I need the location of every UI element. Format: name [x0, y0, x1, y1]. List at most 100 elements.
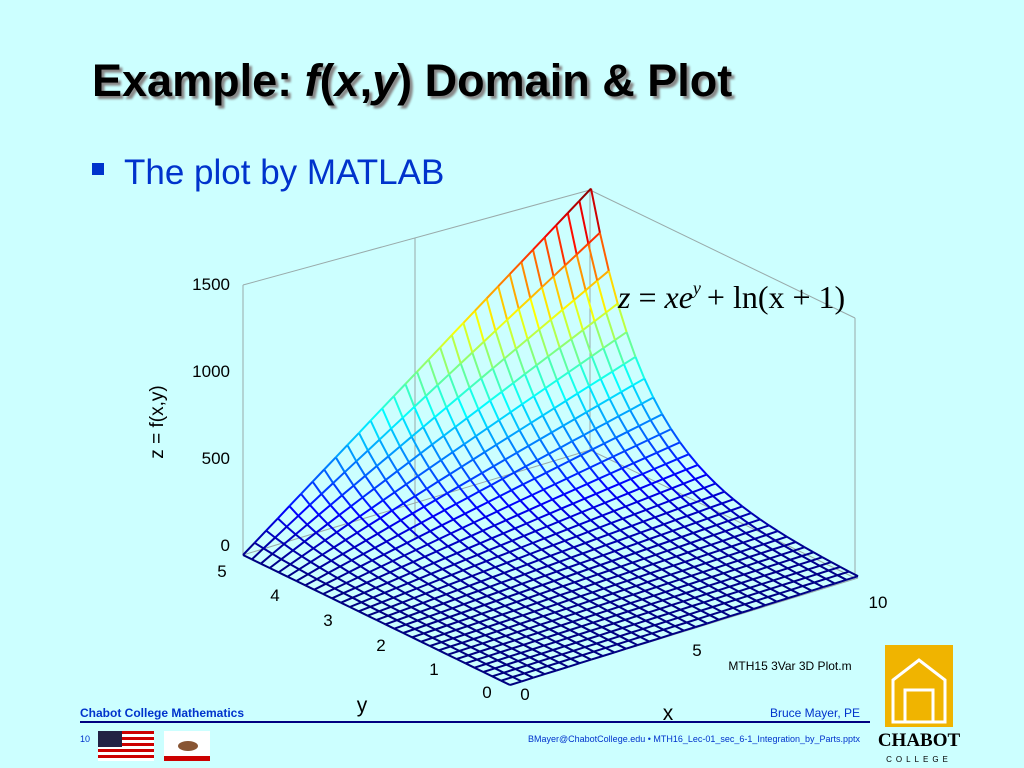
mesh-line — [522, 477, 536, 486]
mesh-line — [555, 528, 568, 535]
mesh-line — [505, 519, 516, 530]
mesh-line — [586, 604, 599, 611]
mesh-line — [615, 497, 627, 508]
mesh-line — [455, 503, 466, 515]
mesh-line — [652, 559, 665, 566]
mesh-line — [295, 573, 309, 582]
mesh-line — [346, 432, 360, 446]
mesh-line — [544, 669, 557, 676]
mesh-line — [578, 519, 592, 526]
mesh-line — [666, 507, 679, 515]
mesh-line — [707, 513, 720, 520]
mesh-line — [501, 609, 515, 616]
mesh-line — [748, 518, 761, 525]
mesh-line — [358, 432, 369, 451]
mesh-line — [402, 406, 415, 419]
mesh-line — [581, 506, 594, 514]
mesh-line — [525, 459, 538, 468]
mesh-line — [334, 587, 345, 594]
mesh-line — [634, 548, 648, 554]
mesh-line — [464, 633, 475, 640]
mesh-line — [368, 524, 379, 535]
mesh-line — [673, 473, 685, 485]
mesh-line — [639, 636, 650, 643]
mesh-line — [564, 539, 575, 549]
mesh-line — [422, 602, 433, 609]
mesh-line — [592, 621, 603, 629]
mesh-line — [581, 625, 591, 632]
mesh-line — [616, 303, 628, 333]
mesh-line — [722, 540, 733, 548]
mesh-line — [405, 483, 416, 497]
mesh-line — [596, 638, 609, 645]
mesh-line — [593, 501, 606, 509]
mesh-line — [353, 539, 367, 549]
mesh-line — [621, 462, 635, 470]
mesh-line — [659, 607, 670, 615]
mesh-line — [351, 559, 362, 568]
mesh-line — [557, 466, 568, 480]
mesh-line — [388, 526, 399, 536]
mesh-line — [651, 632, 662, 639]
mesh-line — [704, 528, 715, 536]
mesh-line — [647, 433, 660, 442]
mesh-line — [658, 573, 672, 580]
mesh-line — [374, 547, 385, 556]
mesh-line — [361, 487, 375, 499]
mesh-line — [335, 531, 347, 541]
mesh-line — [726, 594, 737, 601]
mesh-line — [424, 555, 435, 564]
mesh-line — [532, 395, 544, 416]
mesh-line — [340, 596, 353, 604]
mesh-line — [474, 435, 486, 453]
mesh-line — [535, 665, 548, 671]
mesh-line — [352, 591, 365, 599]
mesh-line — [721, 498, 734, 505]
mesh-line — [593, 320, 605, 349]
mesh-line — [527, 593, 541, 599]
mesh-line — [598, 232, 610, 272]
mesh-line — [262, 547, 273, 555]
mesh-line — [392, 560, 403, 568]
mesh-line — [428, 615, 439, 622]
mesh-line — [532, 673, 546, 679]
mesh-line — [548, 628, 559, 635]
mesh-line — [730, 509, 741, 518]
mesh-line — [565, 477, 577, 490]
mesh-line — [515, 338, 529, 350]
mesh-line — [727, 520, 738, 529]
mesh-line — [463, 599, 476, 606]
mesh-line — [321, 546, 335, 556]
mesh-line — [697, 464, 708, 476]
footer-right: Bruce Mayer, PE — [770, 706, 860, 720]
mesh-line — [328, 565, 341, 574]
mesh-line — [569, 625, 582, 631]
mesh-line — [614, 550, 625, 558]
mesh-line — [512, 577, 523, 585]
mesh-line — [618, 483, 629, 494]
mesh-line — [649, 568, 663, 575]
mesh-line — [723, 568, 736, 575]
mesh-line — [801, 551, 814, 557]
mesh-line — [340, 601, 351, 608]
mesh-line — [694, 473, 708, 481]
mesh-line — [588, 564, 601, 570]
mesh-line — [516, 601, 526, 608]
mesh-line — [457, 397, 468, 419]
mesh-line — [659, 428, 672, 436]
mesh-line — [403, 554, 414, 563]
mesh-line — [596, 280, 608, 313]
mesh-line — [479, 537, 493, 545]
mesh-line — [716, 558, 727, 566]
mesh-line — [524, 605, 535, 613]
mesh-line — [322, 593, 333, 600]
mesh-line — [740, 547, 753, 553]
mesh-line — [735, 595, 748, 601]
mesh-line — [607, 482, 620, 490]
mesh-line — [435, 545, 449, 553]
mesh-line — [521, 676, 534, 683]
mesh-line — [410, 436, 422, 454]
mesh-line — [606, 488, 618, 499]
mesh-line — [335, 444, 349, 458]
mesh-line — [508, 651, 522, 658]
